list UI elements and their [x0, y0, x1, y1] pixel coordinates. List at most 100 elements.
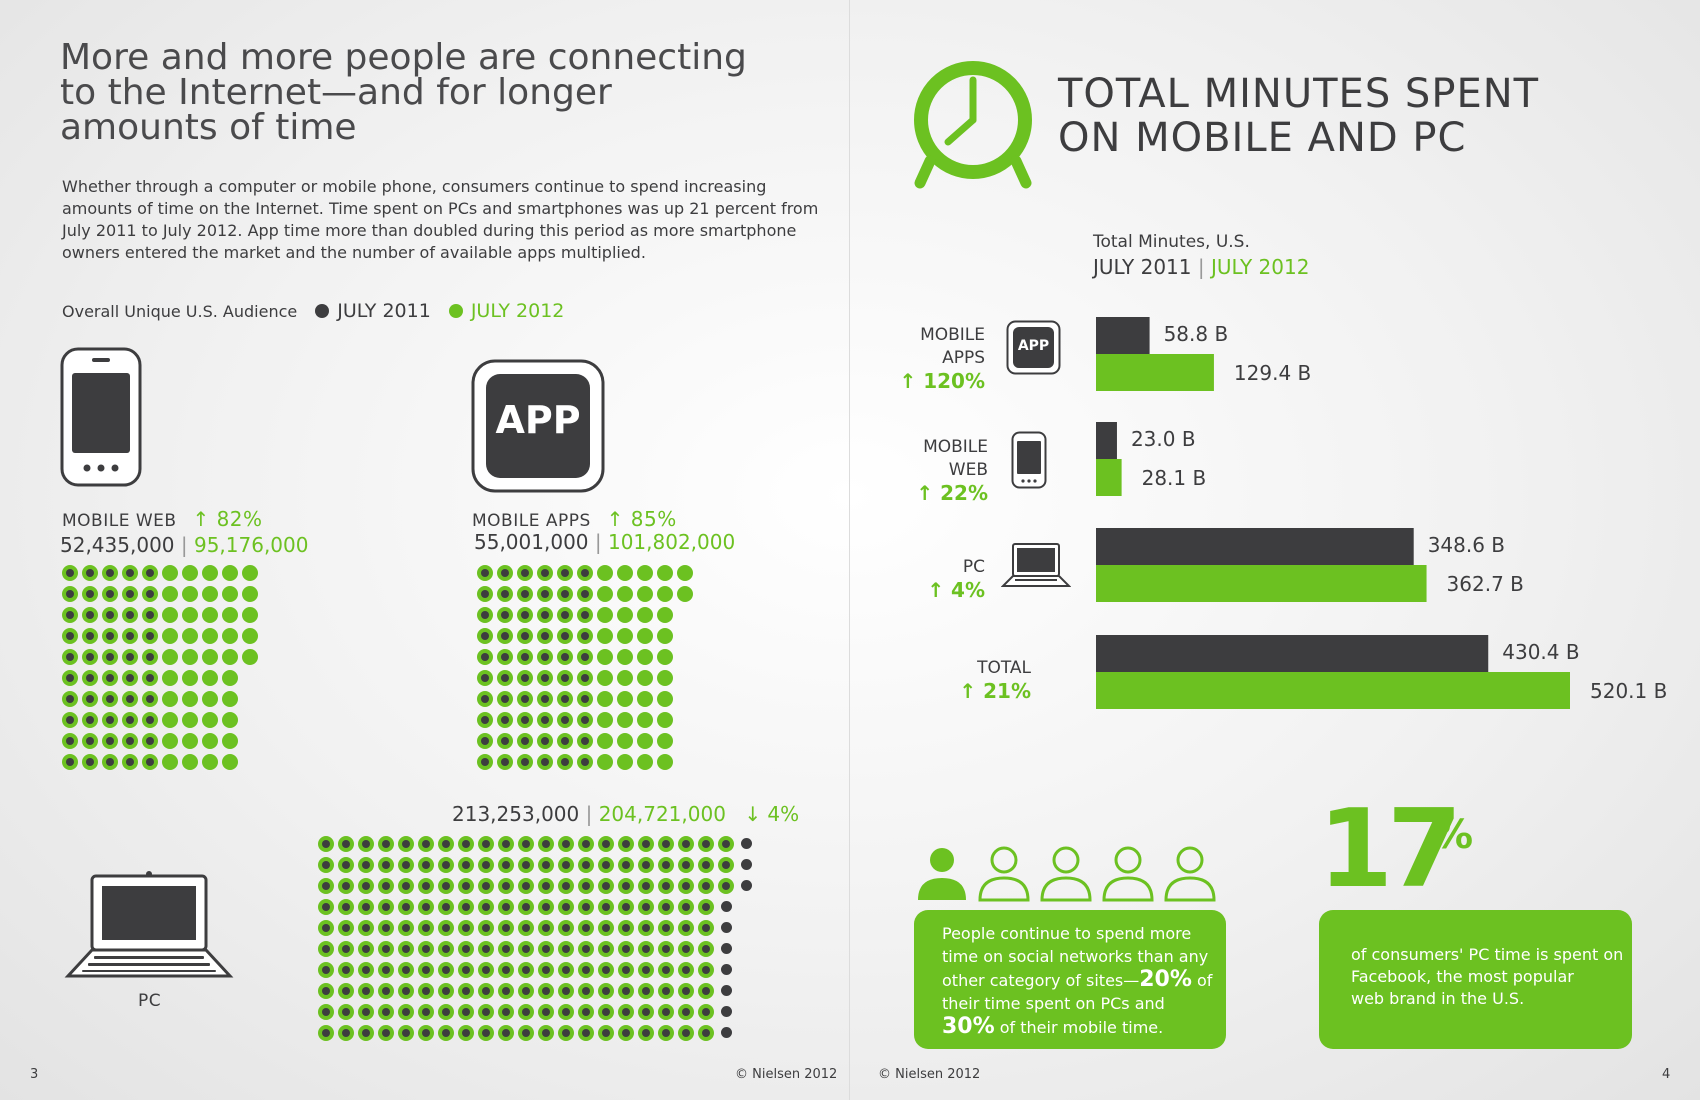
audience-dot	[698, 941, 714, 957]
audience-dot	[398, 878, 414, 894]
audience-dot	[698, 878, 714, 894]
audience-dot	[537, 754, 553, 770]
audience-dot	[398, 983, 414, 999]
audience-dot	[657, 754, 673, 770]
audience-dot	[618, 962, 634, 978]
audience-dot	[497, 733, 513, 749]
audience-dot	[597, 649, 613, 665]
audience-dot	[438, 920, 454, 936]
audience-dot	[478, 962, 494, 978]
audience-dot	[458, 1025, 474, 1041]
chart-title: TOTAL MINUTES SPENT ON MOBILE AND PC	[1058, 71, 1540, 161]
audience-dot	[477, 649, 493, 665]
audience-dot	[598, 836, 614, 852]
audience-dot	[82, 565, 98, 581]
audience-dot	[597, 565, 613, 581]
audience-dot	[458, 899, 474, 915]
audience-dot	[721, 901, 732, 912]
audience-dot	[578, 857, 594, 873]
audience-dot	[378, 962, 394, 978]
mobile-web-label: MOBILE WEB ↑ 82%	[62, 507, 263, 531]
facebook-percent-number: 17	[1318, 787, 1462, 912]
intro-line: July 2011 to July 2012. App time more th…	[62, 221, 797, 240]
audience-dot	[378, 857, 394, 873]
audience-dot	[598, 1025, 614, 1041]
pc-change: ↓ 4%	[744, 802, 800, 826]
intro-line: Whether through a computer or mobile pho…	[62, 177, 767, 196]
audience-dot	[318, 983, 334, 999]
audience-dot	[677, 649, 693, 665]
audience-dot	[82, 691, 98, 707]
audience-dot	[597, 733, 613, 749]
bar-value-label: 520.1 B	[1590, 679, 1667, 703]
audience-dot	[338, 920, 354, 936]
audience-dot	[162, 754, 178, 770]
audience-dot	[477, 628, 493, 644]
audience-dot	[698, 962, 714, 978]
audience-dot	[557, 565, 573, 581]
audience-dot	[518, 1004, 534, 1020]
audience-dot	[458, 962, 474, 978]
audience-dot	[637, 607, 653, 623]
audience-dot	[162, 628, 178, 644]
audience-dot	[478, 899, 494, 915]
audience-dot	[318, 857, 334, 873]
audience-dot	[438, 983, 454, 999]
audience-dot	[578, 878, 594, 894]
audience-dot	[637, 565, 653, 581]
audience-dot	[558, 857, 574, 873]
green-dot-icon	[448, 304, 463, 318]
bar-value-label: 28.1 B	[1142, 466, 1207, 490]
audience-dot	[477, 670, 493, 686]
audience-dot	[497, 607, 513, 623]
audience-dot	[222, 649, 238, 665]
audience-dot	[558, 962, 574, 978]
chart-legend-title: Total Minutes, U.S.	[1093, 232, 1250, 252]
audience-dot	[338, 857, 354, 873]
audience-dot	[478, 983, 494, 999]
audience-dot	[498, 857, 514, 873]
smartphone-icon	[1011, 431, 1047, 489]
audience-dot	[678, 983, 694, 999]
audience-dot	[182, 607, 198, 623]
audience-dot	[618, 899, 634, 915]
audience-dot	[82, 670, 98, 686]
audience-dot	[677, 628, 693, 644]
audience-dot	[338, 941, 354, 957]
audience-dot	[657, 691, 673, 707]
page-title: More and more people are connecting to t…	[60, 40, 760, 146]
audience-dot	[358, 962, 374, 978]
audience-dot	[578, 962, 594, 978]
bar-pc-2011	[1096, 528, 1414, 565]
audience-dot	[618, 941, 634, 957]
audience-dot	[162, 565, 178, 581]
audience-dot	[557, 649, 573, 665]
audience-dot	[637, 754, 653, 770]
mobile-web-audience: 52,435,000 | 95,176,000	[60, 533, 309, 557]
audience-dot	[497, 691, 513, 707]
audience-dot	[82, 607, 98, 623]
audience-dot	[637, 586, 653, 602]
audience-dot	[378, 983, 394, 999]
bar-mobile-apps-2011	[1096, 317, 1150, 354]
audience-dot	[162, 691, 178, 707]
legend-2012: JULY 2012	[1210, 255, 1310, 279]
audience-dot	[62, 607, 78, 623]
audience-dot	[182, 565, 198, 581]
bar-value-label: 58.8 B	[1164, 322, 1229, 346]
audience-dot	[458, 857, 474, 873]
change-pc: ↑ 4%	[927, 578, 985, 602]
audience-dot	[202, 754, 218, 770]
audience-dot	[477, 607, 493, 623]
audience-dot	[558, 899, 574, 915]
audience-dot	[577, 565, 593, 581]
audience-dot	[657, 628, 673, 644]
audience-dot	[537, 607, 553, 623]
audience-dot	[517, 670, 533, 686]
audience-dot	[617, 670, 633, 686]
audience-dot	[338, 1004, 354, 1020]
audience-dot	[618, 920, 634, 936]
audience-dot	[162, 607, 178, 623]
audience-dot	[497, 649, 513, 665]
audience-dot	[318, 1025, 334, 1041]
